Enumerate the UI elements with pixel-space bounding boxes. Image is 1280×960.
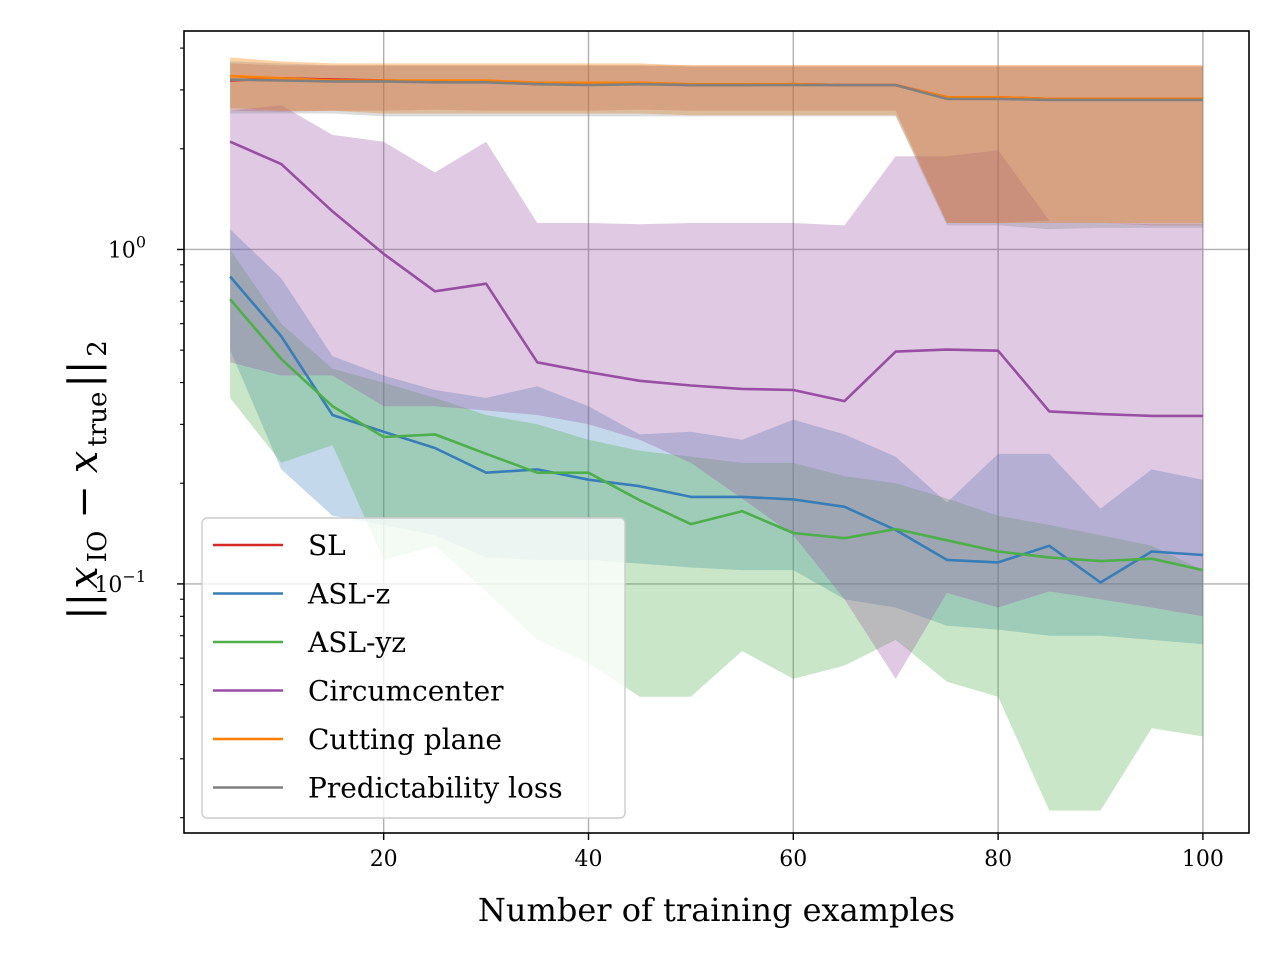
x-tick-label: 80	[984, 847, 1012, 872]
line-asl-yz	[229, 298, 1204, 572]
legend-label: Cutting plane	[308, 723, 502, 756]
legend-label: Circumcenter	[308, 675, 504, 708]
x-tick-label: 100	[1182, 847, 1224, 872]
ylabel-norm-close: ||	[61, 361, 107, 388]
band-asl-yz	[230, 249, 1203, 811]
ylabel-sub2: true	[83, 392, 113, 447]
plot-frame	[183, 30, 1250, 834]
series-lines	[229, 74, 1204, 584]
line-circumcenter	[229, 140, 1203, 418]
ylabel-var1: x	[61, 566, 107, 589]
confidence-bands	[230, 57, 1203, 811]
ylabel-norm-open: ||	[61, 593, 107, 620]
x-axis-ticks: 20 40 60 80 100	[370, 833, 1224, 872]
legend-label: ASL-z	[307, 578, 390, 611]
line-asl-z	[229, 275, 1203, 584]
x-tick-label: 40	[574, 847, 602, 872]
y-axis-ticks: 100 10−1	[94, 47, 184, 819]
x-tick-label: 60	[779, 847, 807, 872]
legend-box	[201, 517, 626, 819]
ylabel-var2: x	[61, 451, 107, 474]
band-sl	[230, 63, 1203, 226]
grid-lines	[184, 31, 1249, 833]
x-axis-label: Number of training examples	[478, 891, 955, 929]
svg-text:|| x IO −: || x IO − x true || 2	[61, 340, 113, 620]
legend-label: SL	[308, 529, 346, 562]
legend: SL ASL-z ASL-yz Circumcenter Cutting plane Pr…	[201, 517, 626, 819]
band-circumcenter	[230, 105, 1203, 679]
x-tick-label: 20	[370, 847, 398, 872]
band-predictability-loss	[230, 61, 1203, 230]
ylabel-norm-sub: 2	[83, 340, 113, 357]
ylabel-minus: −	[61, 485, 107, 519]
line-predictability-loss	[230, 78, 1203, 102]
legend-label: Predictability loss	[308, 772, 563, 805]
y-tick-label: 100	[108, 232, 146, 263]
legend-label: ASL-yz	[307, 626, 406, 659]
y-axis-label: || x IO − x true || 2	[61, 340, 113, 620]
y-tick-label: 10−1	[94, 567, 146, 598]
ylabel-sub1: IO	[83, 531, 113, 563]
